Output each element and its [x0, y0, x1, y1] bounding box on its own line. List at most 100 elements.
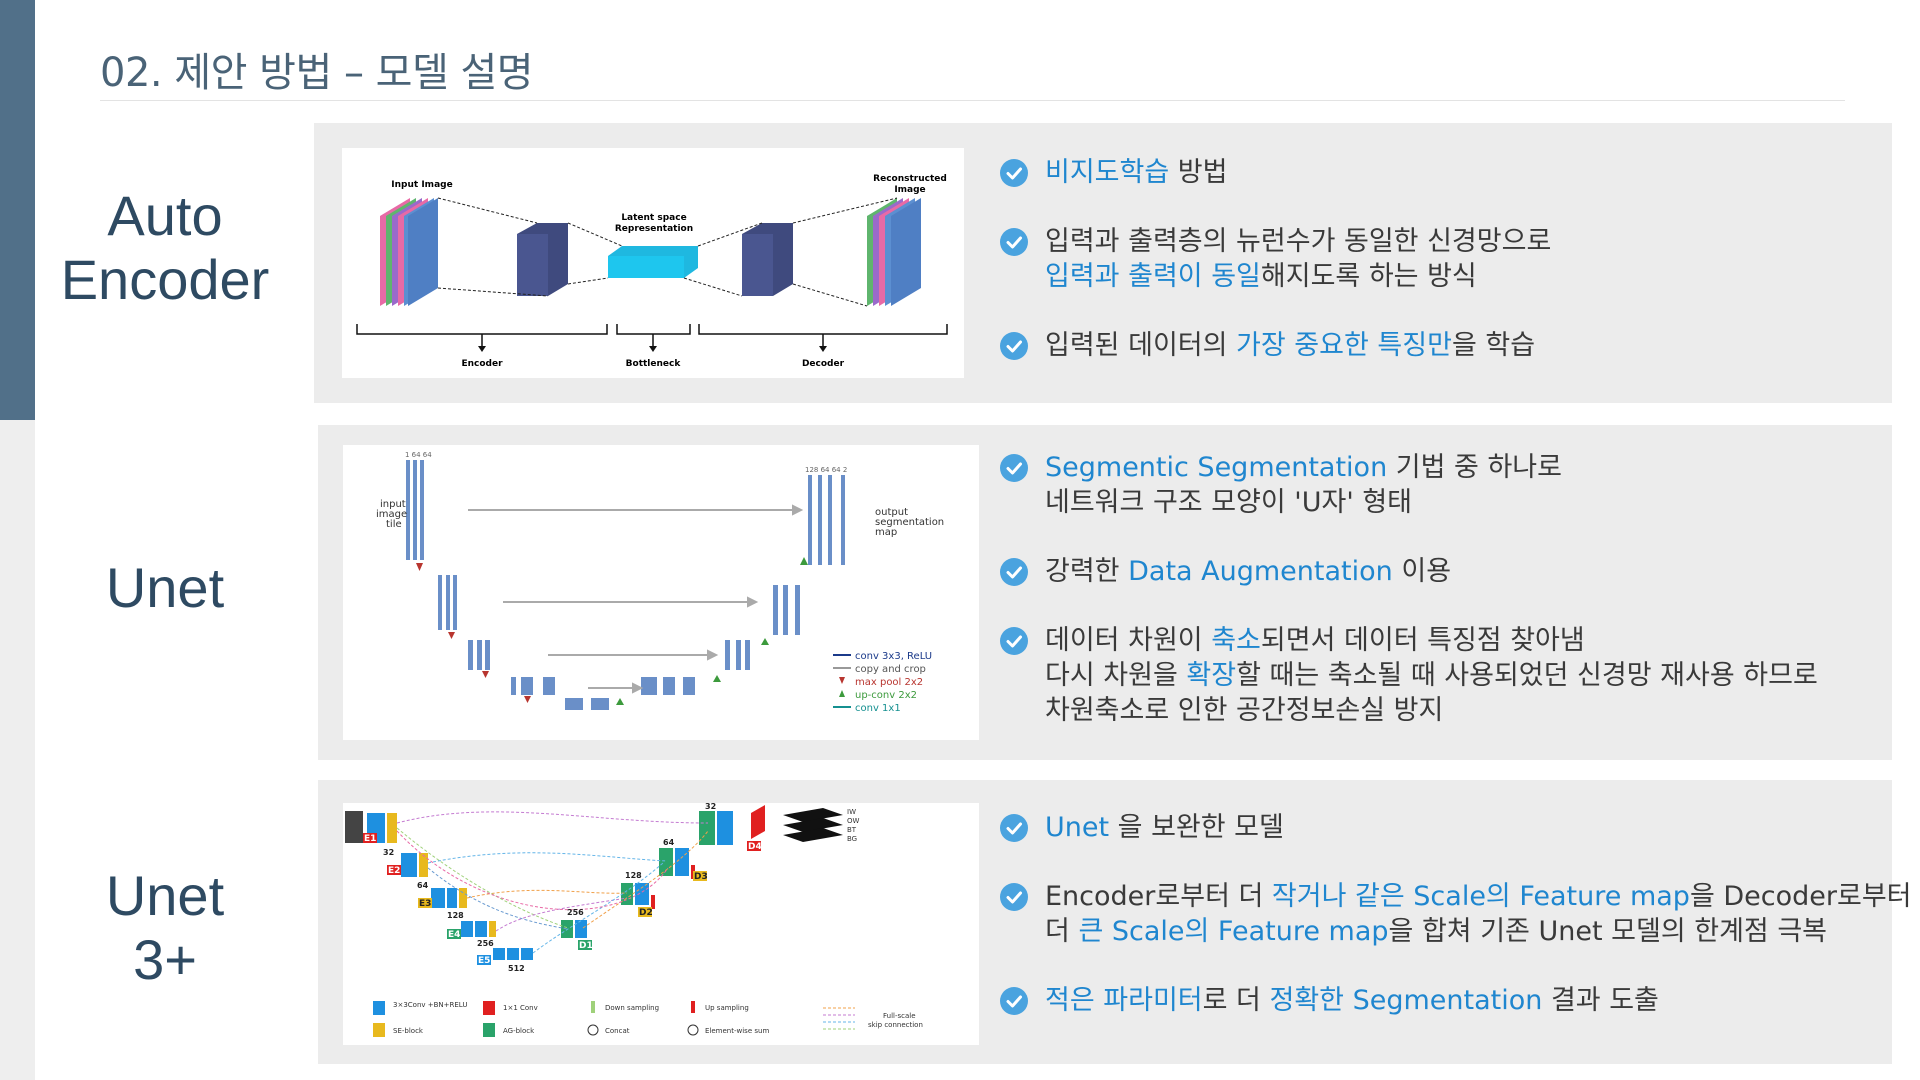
body-text: 되면서 데이터 특징점 찾아냄	[1260, 625, 1585, 656]
bullet-line: 입력된 데이터의 가장 중요한 특징만을 학습	[1045, 328, 1880, 363]
bullet-item: 적은 파라미터로 더 정확한 Segmentation 결과 도출	[1000, 983, 1890, 1018]
bullet-line: 입력과 출력층의 뉴런수가 동일한 신경망으로	[1045, 224, 1880, 259]
decoder-label: Decoder	[802, 359, 845, 369]
body-text: 입력된 데이터의	[1045, 330, 1237, 361]
bullet-item: 데이터 차원이 축소되면서 데이터 특징점 찾아냄 다시 차원을 확장할 때는 축…	[1000, 623, 1880, 728]
highlight-text: 확장	[1186, 660, 1237, 691]
node-label: D1	[579, 941, 593, 951]
mask-label: BG	[847, 835, 857, 843]
highlight-text: 정확한 Segmentation	[1269, 985, 1543, 1016]
bottleneck-label: Bottleneck	[626, 359, 682, 369]
channel-label: 1 64 64	[405, 451, 432, 459]
node-label: D3	[694, 872, 708, 882]
node-number: 128	[625, 871, 642, 880]
body-text: 데이터 차원이	[1045, 625, 1212, 656]
input-label: tile	[386, 519, 402, 530]
label-line: 3+	[133, 928, 197, 991]
check-icon	[1000, 558, 1028, 586]
bullet-line: 네트워크 구조 모양이 'U자' 형태	[1045, 485, 1880, 520]
body-text: 이용	[1392, 556, 1452, 587]
output-label: map	[875, 527, 897, 538]
legend-item: AG-block	[503, 1027, 535, 1035]
body-text: 할 때는 축소될 때 사용되었던 신경망 재사용 하므로	[1236, 660, 1818, 691]
bullet-line: 차원축소로 인한 공간정보손실 방지	[1045, 693, 1880, 728]
highlight-text: 가장 중요한 특징만	[1236, 330, 1452, 361]
highlight-text: 적은 파라미터	[1045, 985, 1203, 1016]
node-number: 256	[477, 939, 494, 948]
label-line: Unet	[105, 864, 225, 927]
legend-item: Up sampling	[705, 1004, 749, 1012]
section-label: Auto Encoder	[25, 184, 305, 312]
mask-label: IW	[847, 808, 856, 816]
label-line: Encoder	[60, 248, 270, 311]
bullet-item: Unet 을 보완한 모델	[1000, 810, 1890, 845]
mask-label: BT	[847, 826, 857, 834]
body-text: 더	[1045, 916, 1079, 947]
bullet-item: Segmentic Segmentation 기법 중 하나로 네트워크 구조 모…	[1000, 450, 1880, 520]
section-label: Unet 3+	[25, 864, 305, 992]
input-image-label: Input Image	[391, 180, 452, 190]
latent-label: Latent space	[621, 213, 686, 223]
legend-item: 1×1 Conv	[503, 1004, 538, 1012]
node-number: 32	[383, 848, 394, 857]
body-text: 기법 중 하나로	[1387, 452, 1562, 483]
legend-item: conv 1x1	[855, 703, 901, 714]
reconstructed-label: Reconstructed	[873, 174, 947, 184]
body-text: 방법	[1169, 157, 1228, 188]
body-text: 을 보완한 모델	[1109, 812, 1284, 843]
bullet-item: 입력과 출력층의 뉴런수가 동일한 신경망으로 입력과 출력이 동일해지도록 하는…	[1000, 224, 1880, 294]
bullet-line: Segmentic Segmentation 기법 중 하나로	[1045, 450, 1880, 485]
body-text: 로 더	[1202, 985, 1270, 1016]
encoder-label: Encoder	[461, 359, 503, 369]
body-text: Encoder로부터 더	[1045, 881, 1272, 912]
body-text: 강력한	[1045, 556, 1129, 587]
node-label: E4	[448, 930, 460, 940]
body-text: 해지도록 하는 방식	[1260, 261, 1477, 292]
body-text: 을 학습	[1451, 330, 1536, 361]
node-number: 32	[705, 803, 716, 811]
bullet-line: 강력한 Data Augmentation 이용	[1045, 554, 1880, 589]
legend-item: skip connection	[868, 1021, 923, 1029]
highlight-text: 입력과 출력이 동일	[1045, 261, 1261, 292]
bullet-line: 데이터 차원이 축소되면서 데이터 특징점 찾아냄	[1045, 623, 1880, 658]
unet-diagram: input image tile output segmentation map…	[343, 445, 979, 740]
page-title: 02. 제안 방법 – 모델 설명	[100, 50, 534, 96]
highlight-text: Data Augmentation	[1128, 556, 1393, 587]
highlight-text: 비지도학습	[1045, 157, 1170, 188]
bullet-item: 입력된 데이터의 가장 중요한 특징만을 학습	[1000, 328, 1880, 363]
accent-bar	[0, 0, 35, 420]
node-label: D2	[639, 908, 653, 918]
title-divider	[100, 100, 1845, 101]
input-label: input	[380, 499, 406, 510]
bullet-line: 비지도학습 방법	[1045, 155, 1880, 190]
bullet-line: 더 큰 Scale의 Feature map을 합쳐 기존 Unet 모델의 한…	[1045, 914, 1890, 949]
autoencoder-diagram: Input Image Latent space Representation …	[342, 148, 964, 378]
bullet-item: 강력한 Data Augmentation 이용	[1000, 554, 1880, 589]
body-text: 을 Decoder로부터	[1689, 881, 1912, 912]
bullet-list: Segmentic Segmentation 기법 중 하나로 네트워크 구조 모…	[1000, 450, 1880, 728]
input-image-stack	[380, 198, 438, 306]
label-line: Auto	[107, 184, 223, 247]
legend-item: 3×3Conv +BN+RELU	[393, 1001, 467, 1009]
legend-item: Element-wise sum	[705, 1027, 769, 1035]
highlight-text: 축소	[1211, 625, 1261, 656]
body-text: 네트워크 구조 모양이 'U자' 형태	[1045, 487, 1413, 518]
reconstructed-label: Image	[894, 185, 925, 195]
input-label: image	[376, 509, 407, 520]
body-text: 을 합쳐 기존 Unet 모델의 한계점 극복	[1388, 916, 1828, 947]
check-icon	[1000, 332, 1028, 360]
node-label: E3	[419, 899, 431, 909]
node-number: 64	[417, 881, 429, 890]
node-label: E2	[388, 866, 400, 876]
highlight-text: 큰 Scale의 Feature map	[1078, 916, 1389, 947]
node-number: 128	[447, 911, 464, 920]
mask-label: OW	[847, 817, 860, 825]
label-line: Unet	[105, 556, 225, 619]
bullet-line: 다시 차원을 확장할 때는 축소될 때 사용되었던 신경망 재사용 하므로	[1045, 658, 1880, 693]
legend-item: conv 3x3, ReLU	[855, 651, 932, 662]
legend-item: max pool 2x2	[855, 677, 923, 688]
check-icon	[1000, 987, 1028, 1015]
check-icon	[1000, 883, 1028, 911]
reconstructed-image-stack	[867, 198, 921, 306]
node-label: E5	[478, 956, 490, 966]
